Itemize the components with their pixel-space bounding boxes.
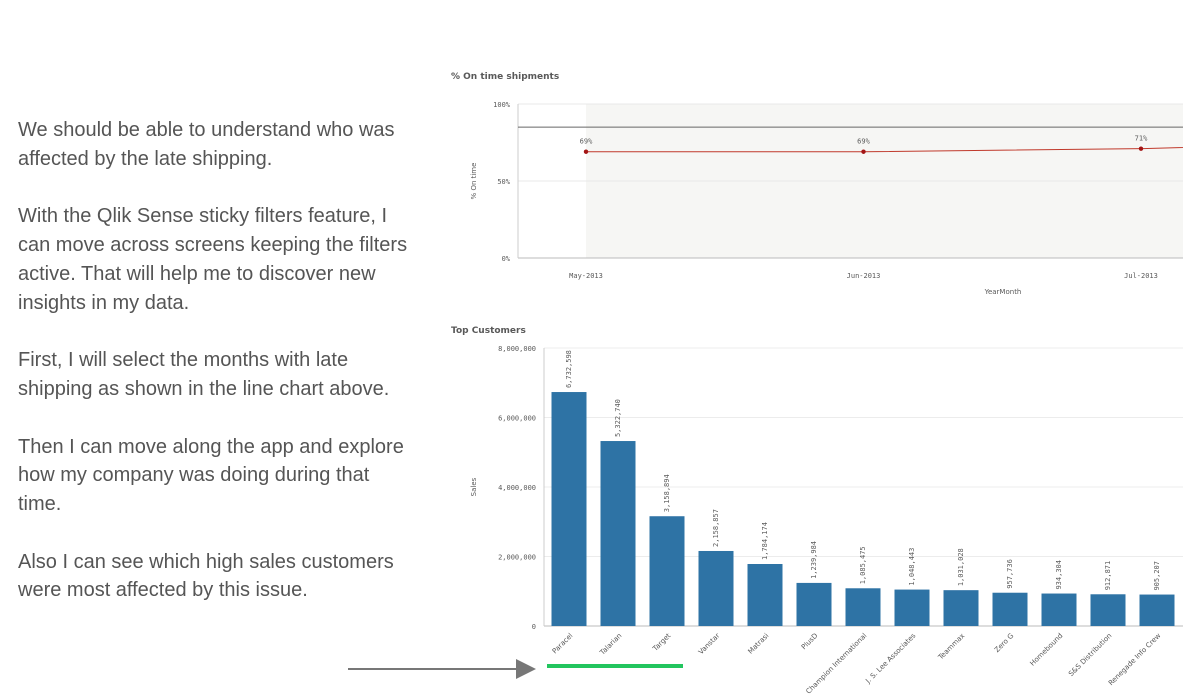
series-line [586,143,1183,153]
data-point [583,149,589,154]
data-point [1138,146,1144,151]
story-paragraph: Also I can see which high sales customer… [18,550,394,602]
data-label: 1,085,475 [859,546,867,584]
y-tick-label: 100% [493,101,511,109]
bar [1090,594,1126,626]
bar [992,592,1028,626]
x-tick-label: Jun-2013 [847,272,881,280]
bar [649,516,685,626]
data-label: 957,736 [1006,559,1014,589]
y-tick-label: 4,000,000 [498,484,536,492]
x-tick-label: May-2013 [569,272,603,280]
data-label: 69% [580,138,593,146]
data-label: 905,207 [1153,561,1161,591]
y-axis-label: % On time [470,163,478,200]
x-tick-label: Renegade Info Crew [1107,632,1163,688]
bar [551,392,587,626]
data-label: 5,322,740 [614,399,622,437]
arrow-icon [516,659,536,679]
y-tick-label: 0% [502,255,511,263]
story-paragraph: With the Qlik Sense sticky filters featu… [18,205,408,314]
bar [894,589,930,626]
x-tick-label: Jul-2013 [1124,272,1158,280]
line-chart-title: % On time shipments [451,72,560,82]
x-tick-label: PlusD [800,632,820,652]
bar [698,550,734,626]
y-tick-label: 2,000,000 [498,554,536,562]
data-label: 6,732,598 [565,350,573,388]
bar-chart[interactable]: 8,000,000 6,000,000 4,000,000 2,000,000 0 Sal… [443,329,1183,694]
data-label: 1,048,443 [908,548,916,586]
x-axis-label: YearMonth [984,288,1022,296]
story-paragraph: Then I can move along the app and explor… [18,435,404,516]
bar [1041,593,1077,626]
bar [747,563,783,626]
y-tick-label: 8,000,000 [498,345,536,353]
data-label: 2,158,857 [712,509,720,547]
data-label: 69% [857,138,870,146]
bar [943,590,979,626]
bar [845,588,881,626]
data-label: 1,031,028 [957,548,965,586]
bar-chart-title: Top Customers [451,326,526,336]
data-point [861,149,866,154]
story-paragraph: First, I will select the months with lat… [18,349,390,400]
data-label: 71% [1135,135,1148,143]
data-label: 912,871 [1104,561,1112,591]
y-tick-label: 50% [497,178,510,186]
annotation-layer [348,659,683,679]
bar [1139,594,1175,626]
bar [600,441,636,626]
story-paragraph: We should be able to understand who was … [18,119,395,170]
bar [796,582,832,626]
data-label: 1,784,174 [761,522,769,560]
data-label: 3,158,894 [663,474,671,512]
data-label: 934,304 [1055,560,1063,590]
story-text: We should be able to understand who was … [18,116,418,634]
line-chart[interactable]: 100% 50% 0% 69% May-2013 69% Jun-2013 71% Jul-20… [443,90,1183,300]
y-axis-label: Sales [470,477,478,496]
data-label: 1,239,984 [810,541,818,579]
y-tick-label: 6,000,000 [498,415,536,423]
y-tick-label: 0 [532,623,536,631]
x-tick-label: Zero G [993,632,1015,654]
x-tick-label: Target [651,632,673,654]
x-tick-label: S&S Distribution [1067,632,1113,678]
